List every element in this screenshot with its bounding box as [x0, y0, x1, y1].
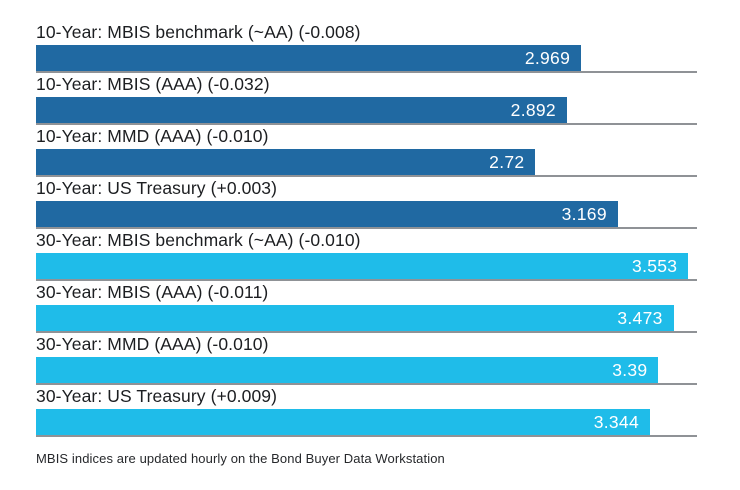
- bar: 3.473: [36, 305, 674, 331]
- bar: 2.892: [36, 97, 567, 123]
- bar-label: 30-Year: MBIS (AAA) (-0.011): [36, 282, 269, 302]
- bar-row: 30-Year: MBIS (AAA) (-0.011) 3.473: [36, 281, 697, 333]
- bar-row: 10-Year: MMD (AAA) (-0.010) 2.72: [36, 125, 697, 177]
- bar-value-label: 2.72: [489, 152, 525, 172]
- bar-value-label: 2.969: [524, 48, 571, 68]
- bar-label: 10-Year: MBIS (AAA) (-0.032): [36, 74, 270, 94]
- bar-row: 10-Year: MBIS benchmark (~AA) (-0.008) 2…: [36, 21, 697, 73]
- bar-label: 30-Year: MBIS benchmark (~AA) (-0.010): [36, 230, 361, 250]
- footer-note: MBIS indices are updated hourly on the B…: [36, 451, 445, 466]
- bar-row: 10-Year: MBIS (AAA) (-0.032) 2.892: [36, 73, 697, 125]
- bar-label: 30-Year: MMD (AAA) (-0.010): [36, 334, 269, 354]
- bar: 2.969: [36, 45, 582, 71]
- bar-value-label: 3.169: [561, 204, 607, 224]
- bar-row: 30-Year: US Treasury (+0.009) 3.344: [36, 385, 697, 437]
- bar-value-label: 3.39: [612, 360, 648, 380]
- bar-label: 10-Year: US Treasury (+0.003): [36, 178, 278, 198]
- bar: 3.39: [36, 357, 659, 383]
- bar: 3.169: [36, 201, 618, 227]
- bar-label: 10-Year: MMD (AAA) (-0.010): [36, 126, 269, 146]
- bar-value-label: 3.344: [593, 412, 639, 432]
- bar-row: 10-Year: US Treasury (+0.003) 3.169: [36, 177, 697, 229]
- bar: 2.72: [36, 149, 536, 175]
- bar: 3.344: [36, 409, 650, 435]
- bar-value-label: 3.553: [632, 256, 678, 276]
- bar-label: 30-Year: US Treasury (+0.009): [36, 386, 278, 406]
- bar-chart-rows: 10-Year: MBIS benchmark (~AA) (-0.008) 2…: [36, 21, 697, 437]
- bar-row: 30-Year: MBIS benchmark (~AA) (-0.010) 3…: [36, 229, 697, 281]
- bar: 3.553: [36, 253, 689, 279]
- bar-value-label: 3.473: [617, 308, 663, 328]
- bar-label: 10-Year: MBIS benchmark (~AA) (-0.008): [36, 22, 361, 42]
- yield-bar-chart: 10-Year: MBIS benchmark (~AA) (-0.008) 2…: [36, 21, 697, 466]
- bar-row: 30-Year: MMD (AAA) (-0.010) 3.39: [36, 333, 697, 385]
- bar-value-label: 2.892: [510, 100, 556, 120]
